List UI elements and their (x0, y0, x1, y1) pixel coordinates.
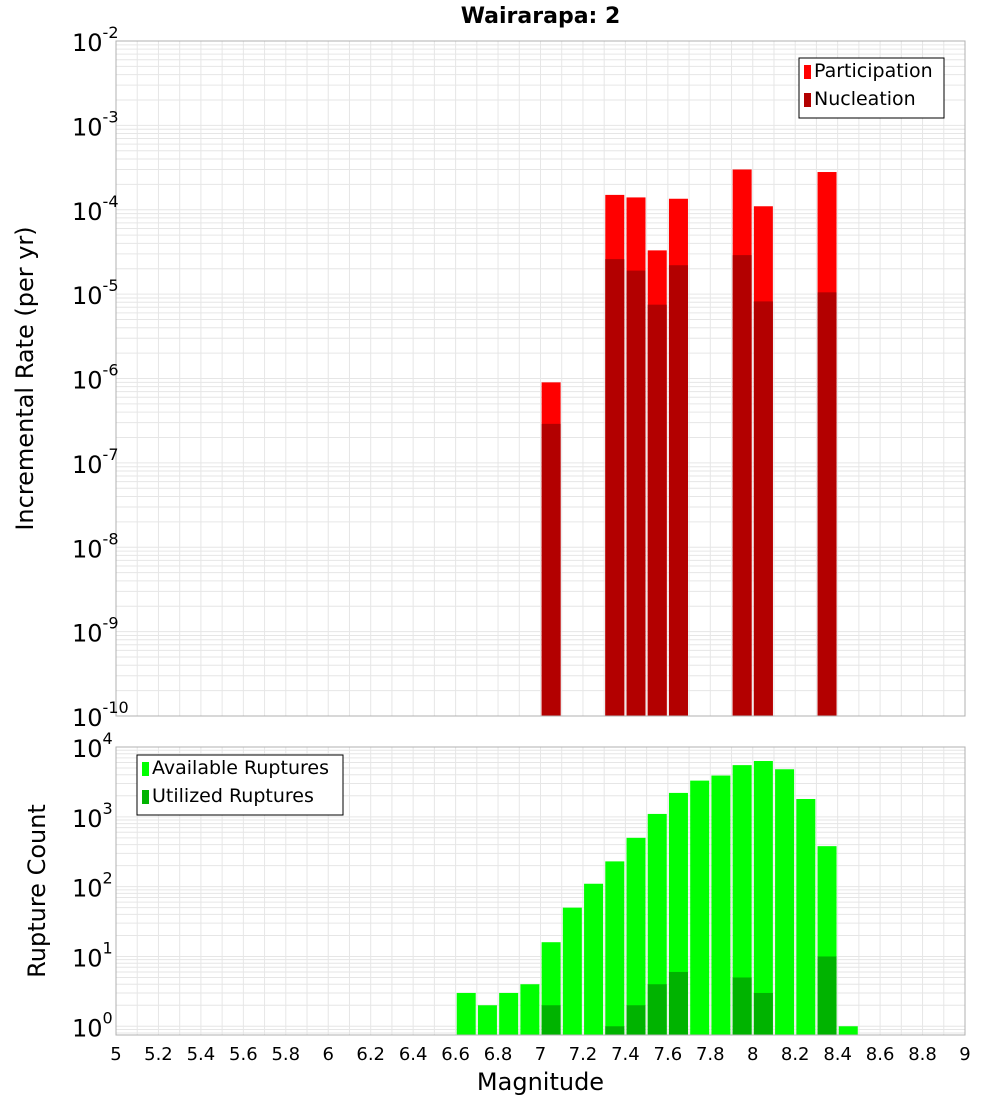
top-legend-label: Nucleation (814, 88, 916, 110)
bottom-y-tick-exponent: 4 (103, 729, 113, 748)
bottom-legend-label: Utilized Ruptures (152, 785, 314, 807)
utilized-ruptures-bar (668, 971, 688, 1035)
top-y-tick-label: 10-4 (72, 192, 119, 226)
available-ruptures-bar (605, 861, 625, 1035)
bottom-plot-frame (115, 746, 966, 1036)
bottom-y-tick-exponent: 2 (103, 869, 113, 888)
x-axis-label: Magnitude (477, 1068, 604, 1096)
nucleation-bar (605, 259, 625, 716)
top-legend-box (798, 57, 945, 119)
nucleation-bar (817, 292, 837, 716)
available-ruptures-bar (456, 992, 476, 1035)
utilized-ruptures-bar (626, 1005, 646, 1035)
utilized-ruptures-bar (541, 1005, 561, 1035)
available-ruptures-bar (520, 984, 540, 1035)
top-y-tick-exponent: -3 (103, 107, 119, 126)
top-grid (115, 41, 966, 717)
x-tick-label: 7.8 (696, 1044, 725, 1065)
x-tick-label: 6.4 (399, 1044, 428, 1065)
bottom-y-tick-label: 101 (72, 938, 113, 972)
nucleation-bar (626, 270, 646, 716)
bottom-legend-box (136, 754, 344, 816)
top-y-tick-exponent: -5 (103, 276, 119, 295)
top-y-tick-exponent: -7 (103, 445, 119, 464)
nucleation-bar (541, 423, 561, 716)
available-ruptures-bar (775, 769, 795, 1035)
available-ruptures-bar (838, 1026, 858, 1035)
bottom-legend-swatch (142, 790, 149, 804)
available-ruptures-bar (711, 775, 731, 1035)
x-tick-label: 5.4 (187, 1044, 216, 1065)
nucleation-bar (668, 265, 688, 716)
bottom-legend-swatch (142, 762, 149, 776)
utilized-ruptures-bar (753, 992, 773, 1035)
x-tick-label: 8.4 (823, 1044, 852, 1065)
top-y-tick-label: 10-5 (72, 276, 119, 310)
bottom-y-tick-label: 104 (72, 729, 113, 763)
available-ruptures-bar (499, 992, 519, 1035)
bottom-y-tick-label: 102 (72, 869, 113, 903)
available-ruptures-bar (647, 813, 667, 1035)
top-y-tick-label: 10-6 (72, 361, 119, 395)
utilized-ruptures-bar (817, 956, 837, 1035)
top-plot-frame (115, 40, 966, 717)
available-ruptures-bar (753, 761, 773, 1035)
x-tick-label: 6.2 (356, 1044, 385, 1065)
x-tick-label: 8.2 (781, 1044, 810, 1065)
bottom-legend-label: Available Ruptures (152, 757, 329, 779)
utilized-ruptures-bar (605, 1026, 625, 1035)
nucleation-bar (753, 301, 773, 716)
top-y-tick-label: 10-9 (72, 614, 119, 648)
top-y-tick-exponent: -4 (103, 192, 119, 211)
x-tick-label: 5.2 (144, 1044, 173, 1065)
nucleation-bar (647, 304, 667, 716)
available-ruptures-bar (732, 765, 752, 1035)
top-y-tick-label: 10-10 (72, 698, 129, 732)
available-ruptures-bar (690, 780, 710, 1035)
bottom-y-tick-exponent: 0 (103, 1008, 113, 1027)
available-ruptures-bar (562, 907, 582, 1035)
x-tick-label: 5 (110, 1044, 121, 1065)
x-tick-label: 6 (323, 1044, 334, 1065)
x-tick-label: 8.6 (866, 1044, 895, 1065)
top-y-tick-exponent: -9 (103, 614, 119, 633)
available-ruptures-bar (477, 1005, 497, 1035)
x-tick-label: 5.6 (229, 1044, 258, 1065)
x-tick-label: 7 (535, 1044, 546, 1065)
chart-title: Wairarapa: 2 (461, 4, 621, 29)
x-tick-label: 9 (959, 1044, 970, 1065)
x-tick-label: 7.4 (611, 1044, 640, 1065)
utilized-ruptures-bar (647, 984, 667, 1035)
top-legend-swatch (804, 93, 811, 107)
utilized-ruptures-bar (732, 977, 752, 1035)
bottom-y-tick-exponent: 3 (103, 799, 113, 818)
nucleation-bar (732, 255, 752, 716)
x-tick-label: 5.8 (271, 1044, 300, 1065)
top-y-tick-exponent: -10 (103, 698, 129, 717)
top-y-tick-exponent: -6 (103, 361, 119, 380)
available-ruptures-bar (796, 798, 816, 1035)
available-ruptures-bar (626, 837, 646, 1035)
x-tick-label: 8.8 (908, 1044, 937, 1065)
x-tick-label: 7.6 (654, 1044, 683, 1065)
top-y-tick-exponent: -8 (103, 529, 119, 548)
top-y-tick-label: 10-2 (72, 23, 119, 57)
bottom-y-axis-label: Rupture Count (23, 804, 51, 978)
x-tick-label: 7.2 (569, 1044, 598, 1065)
top-y-tick-label: 10-7 (72, 445, 119, 479)
top-y-tick-exponent: -2 (103, 23, 119, 42)
top-y-tick-label: 10-3 (72, 107, 119, 141)
x-tick-label: 6.8 (484, 1044, 513, 1065)
top-legend-label: Participation (814, 60, 933, 82)
top-y-axis-label: Incremental Rate (per yr) (11, 226, 39, 530)
x-tick-label: 6.6 (441, 1044, 470, 1065)
x-tick-label: 8 (747, 1044, 758, 1065)
available-ruptures-bar (584, 883, 604, 1035)
top-legend-swatch (804, 65, 811, 79)
top-y-tick-label: 10-8 (72, 529, 119, 563)
bottom-y-tick-label: 100 (72, 1008, 113, 1042)
bottom-y-tick-label: 103 (72, 799, 113, 833)
bottom-y-tick-exponent: 1 (103, 938, 113, 957)
